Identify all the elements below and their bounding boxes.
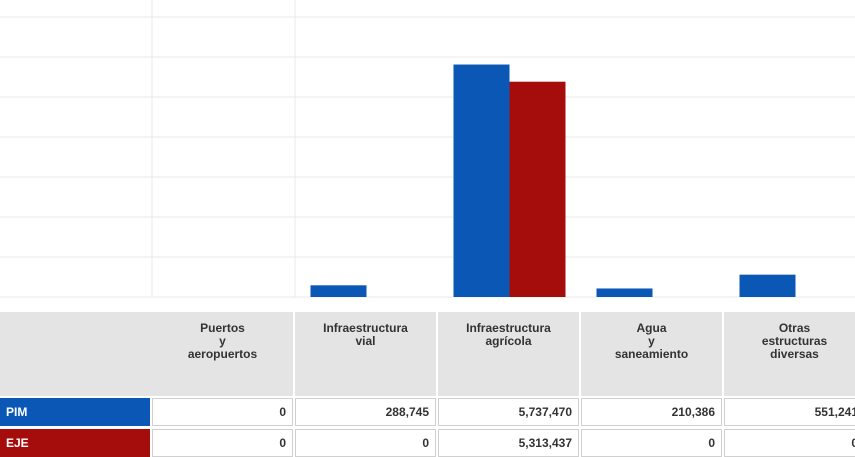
value-cell: 210,386: [581, 398, 722, 426]
bar: [739, 274, 796, 297]
bar: [509, 81, 566, 297]
value-cell: 0: [581, 429, 722, 457]
value-cell: 0: [152, 398, 293, 426]
value-cell: 5,737,470: [438, 398, 579, 426]
bar: [596, 288, 653, 297]
bar: [310, 285, 367, 297]
series-label: EJE: [0, 429, 150, 457]
column-header: Otras estructuras diversas: [724, 312, 855, 396]
chart: [0, 0, 855, 298]
column-header: Agua y saneamiento: [581, 312, 722, 396]
column-header: Infraestructura agrícola: [438, 312, 579, 396]
bar: [453, 64, 510, 297]
value-cell: 0: [724, 429, 855, 457]
value-cell: 0: [152, 429, 293, 457]
series-label: PIM: [0, 398, 150, 426]
column-header: Puertos y aeropuertos: [152, 312, 293, 396]
column-header: Infraestructura vial: [295, 312, 436, 396]
value-cell: 551,241: [724, 398, 855, 426]
value-cell: 5,313,437: [438, 429, 579, 457]
value-cell: 288,745: [295, 398, 436, 426]
value-cell: 0: [295, 429, 436, 457]
table-header-corner: [0, 312, 152, 396]
